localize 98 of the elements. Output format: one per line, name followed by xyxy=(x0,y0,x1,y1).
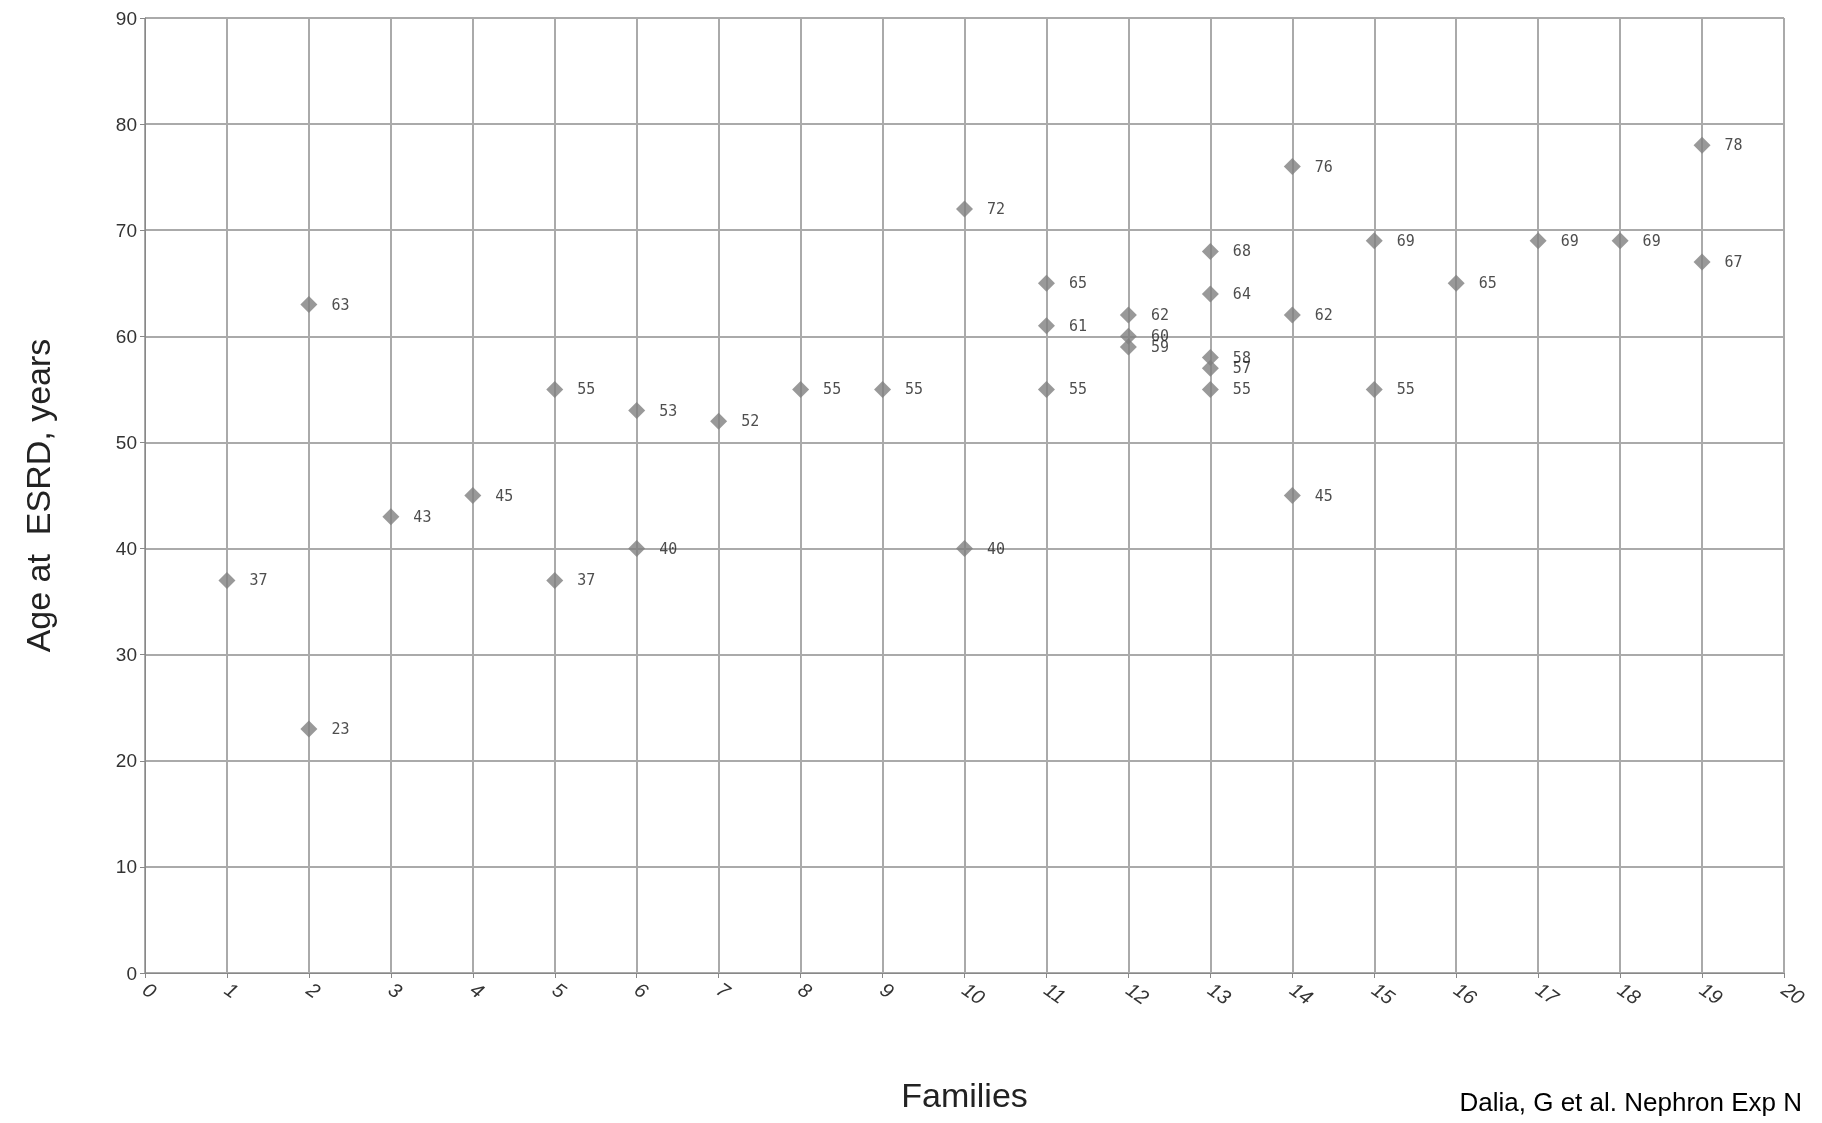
point xyxy=(874,380,892,398)
data-label: 53 xyxy=(659,401,678,420)
data-label: 68 xyxy=(1232,242,1251,261)
data-label: 37 xyxy=(577,571,596,590)
y-tick-label: 90 xyxy=(115,7,137,29)
point xyxy=(218,571,236,589)
y-tick-label: 50 xyxy=(115,431,137,453)
data-label: 45 xyxy=(1314,486,1333,505)
x-tick-label: 3 xyxy=(384,977,407,1003)
y-axis-title: Age at ESRD, years xyxy=(19,338,57,653)
y-tick-label: 30 xyxy=(115,644,137,666)
x-tick-label: 18 xyxy=(1613,977,1645,1009)
x-tick-label: 15 xyxy=(1367,977,1400,1010)
point xyxy=(628,402,646,420)
point xyxy=(1037,274,1055,292)
point xyxy=(1201,380,1219,398)
data-label: 69 xyxy=(1396,231,1415,250)
x-axis-title: Families xyxy=(901,1076,1028,1114)
point xyxy=(1365,232,1383,250)
point xyxy=(464,487,482,504)
data-label: 43 xyxy=(413,507,432,526)
y-tick-label: 70 xyxy=(115,219,137,241)
data-label: 40 xyxy=(659,539,678,558)
point xyxy=(1365,380,1383,398)
x-tick-label: 11 xyxy=(1040,977,1070,1008)
point xyxy=(546,380,564,398)
data-label: 55 xyxy=(577,380,596,399)
point xyxy=(1283,158,1301,176)
x-tick-label: 10 xyxy=(958,977,990,1009)
x-tick-label: 7 xyxy=(712,977,735,1003)
data-label: 64 xyxy=(1232,284,1251,303)
data-label: 55 xyxy=(1232,380,1251,399)
point xyxy=(382,508,400,526)
x-tick-label: 19 xyxy=(1695,977,1727,1009)
y-tick-label: 60 xyxy=(115,325,137,347)
point xyxy=(300,296,318,313)
data-label: 55 xyxy=(1396,380,1415,399)
x-tick-label: 5 xyxy=(548,977,571,1003)
data-label: 63 xyxy=(331,295,350,314)
y-tick-label: 20 xyxy=(115,750,137,772)
point xyxy=(1201,285,1219,303)
data-label: 61 xyxy=(1068,316,1088,335)
data-label: 40 xyxy=(987,539,1006,558)
data-label: 62 xyxy=(1150,306,1169,325)
x-tick-label: 14 xyxy=(1285,977,1317,1009)
x-tick-label: 20 xyxy=(1776,977,1809,1009)
data-label: 78 xyxy=(1724,136,1743,155)
point xyxy=(1119,306,1137,324)
data-label: 67 xyxy=(1724,253,1743,272)
x-tick-label: 0 xyxy=(138,977,161,1003)
point xyxy=(792,380,810,398)
point xyxy=(546,571,564,589)
data-label: 69 xyxy=(1642,231,1661,250)
point xyxy=(1693,253,1711,271)
data-label: 52 xyxy=(741,412,760,431)
y-tick-label: 0 xyxy=(126,962,137,984)
text: Dalia, G et al. Nephron Exp N xyxy=(1459,1087,1803,1117)
x-tick-label: 16 xyxy=(1449,977,1482,1010)
data-label: 72 xyxy=(987,200,1006,218)
point xyxy=(1693,136,1711,154)
data-label: 65 xyxy=(1478,274,1497,293)
x-tick-label: 4 xyxy=(466,977,489,1003)
point xyxy=(956,540,973,558)
data-label: 62 xyxy=(1314,306,1333,325)
point xyxy=(300,720,318,738)
point xyxy=(1283,306,1301,324)
y-tick-label: 80 xyxy=(115,113,137,135)
y-tick-label: 10 xyxy=(115,856,137,878)
point xyxy=(628,540,646,558)
point xyxy=(1201,242,1219,260)
point xyxy=(1037,317,1055,335)
point xyxy=(1037,380,1055,398)
point xyxy=(956,200,973,218)
data-label: 23 xyxy=(331,719,350,738)
data-label: 55 xyxy=(905,380,924,399)
point xyxy=(1447,274,1465,292)
point xyxy=(1529,232,1547,250)
point xyxy=(1283,487,1301,504)
x-tick-label: 6 xyxy=(630,977,653,1003)
x-tick-label: 12 xyxy=(1122,977,1153,1009)
point xyxy=(1201,359,1219,377)
data-label: 55 xyxy=(823,380,842,399)
x-tick-label: 1 xyxy=(220,977,243,1003)
x-tick-label: 2 xyxy=(301,977,325,1003)
y-tick-label: 40 xyxy=(115,538,137,560)
x-tick-label: 17 xyxy=(1531,977,1564,1010)
data-label: 76 xyxy=(1314,157,1333,176)
point xyxy=(710,412,728,430)
data-label: 55 xyxy=(1068,380,1088,399)
x-tick-label: 13 xyxy=(1204,977,1235,1009)
data-label: 37 xyxy=(249,571,268,590)
x-tick-label: 9 xyxy=(876,977,898,1003)
point xyxy=(1119,338,1137,356)
point xyxy=(1611,232,1629,250)
data-label: 65 xyxy=(1068,274,1088,293)
data-label: 69 xyxy=(1560,231,1579,250)
data-label: 45 xyxy=(495,486,514,505)
x-tick-label: 8 xyxy=(794,977,817,1003)
